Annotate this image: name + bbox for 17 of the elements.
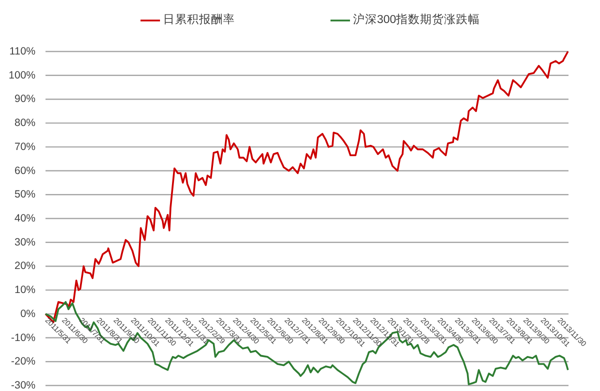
y-tick-label: 60% <box>14 164 36 177</box>
y-tick-label: 20% <box>14 260 36 272</box>
legend-label: 沪深300指数期货涨跌幅 <box>353 12 480 27</box>
y-tick-label: -30% <box>10 380 36 391</box>
y-tick-label: 70% <box>14 140 36 153</box>
y-tick-label: 0% <box>20 308 36 320</box>
y-tick-label: 100% <box>8 69 36 82</box>
y-tick-label: 10% <box>14 284 36 296</box>
y-tick-label: -20% <box>10 356 36 368</box>
legend-label: 日累积报酬率 <box>163 12 235 27</box>
y-tick-label: 50% <box>14 188 36 201</box>
y-tick-label: 40% <box>14 212 36 224</box>
y-tick-label: -10% <box>10 332 36 344</box>
y-tick-label: 110% <box>9 46 36 58</box>
y-tick-label: 80% <box>14 117 36 130</box>
y-tick-label: 30% <box>14 236 36 248</box>
y-tick-label: 90% <box>14 93 36 106</box>
